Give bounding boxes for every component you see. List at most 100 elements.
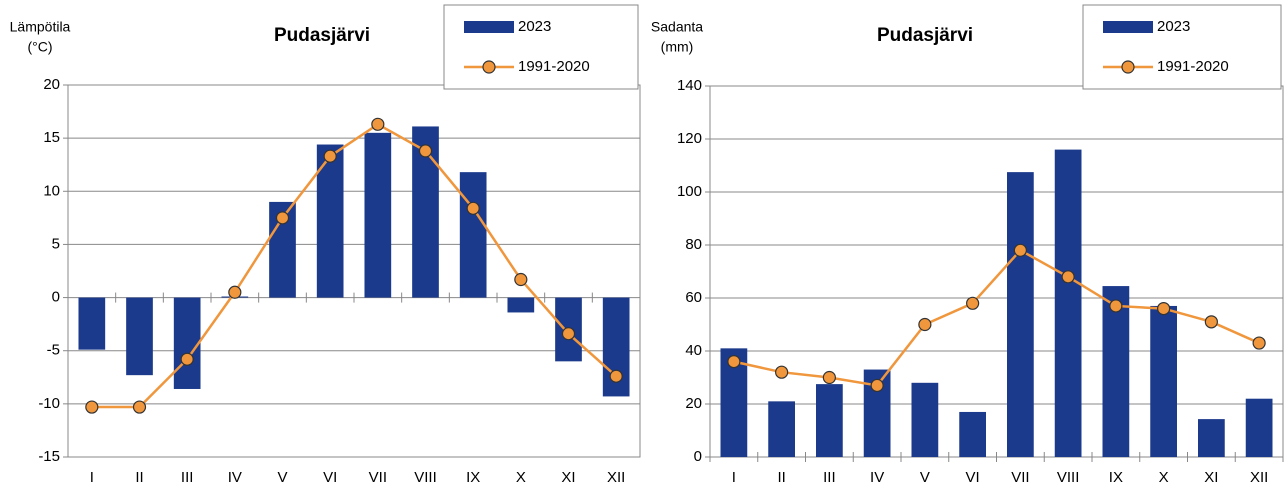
- marker: [609, 369, 623, 383]
- legend-label: 1991-2020: [1157, 58, 1229, 75]
- marker: [466, 201, 480, 215]
- y-axis-label: (mm): [661, 39, 694, 55]
- x-tick-label: II: [777, 469, 785, 486]
- bar: [507, 297, 535, 313]
- x-tick-label: XII: [1250, 469, 1268, 486]
- x-tick-label: VIII: [1057, 469, 1080, 486]
- x-tick-label: I: [90, 469, 94, 486]
- x-tick-label: XII: [607, 469, 625, 486]
- bar: [364, 132, 392, 298]
- y-tick-label: 10: [43, 182, 60, 199]
- bar: [173, 297, 201, 389]
- marker: [561, 327, 576, 341]
- marker: [727, 355, 741, 369]
- bar: [959, 411, 986, 457]
- y-tick-label: 120: [677, 130, 702, 147]
- y-axis-label: (°C): [27, 39, 52, 55]
- x-tick-label: IV: [228, 469, 242, 486]
- y-axis-label: Lämpötila: [10, 19, 71, 35]
- legend-swatch: [464, 21, 514, 33]
- bar: [816, 384, 843, 457]
- chart-title: Pudasjärvi: [877, 25, 973, 46]
- y-tick-label: 140: [677, 77, 702, 94]
- x-tick-label: VII: [369, 469, 387, 486]
- marker: [918, 317, 932, 332]
- marker: [966, 296, 980, 310]
- x-tick-label: I: [732, 469, 736, 486]
- y-tick-label: 100: [677, 183, 702, 200]
- plot-frame: [709, 85, 1284, 458]
- bar: [1054, 149, 1082, 457]
- legend-label: 2023: [518, 18, 551, 35]
- plot-frame: [67, 84, 641, 458]
- x-tick-label: IV: [870, 469, 884, 486]
- marker: [323, 149, 337, 163]
- x-tick-label: VI: [323, 469, 337, 486]
- marker: [371, 117, 385, 131]
- x-tick-label: V: [277, 469, 287, 486]
- y-tick-label: 40: [685, 342, 702, 359]
- line: [91, 122, 617, 409]
- marker: [870, 378, 884, 393]
- bar: [1007, 172, 1034, 457]
- x-tick-label: III: [181, 469, 194, 486]
- marker: [85, 400, 99, 414]
- y-tick-label: 20: [43, 76, 60, 93]
- chart-title: Pudasjärvi: [274, 25, 370, 46]
- bar: [768, 401, 795, 457]
- legend-box: [443, 4, 639, 90]
- marker: [1204, 315, 1218, 329]
- marker: [1013, 243, 1027, 257]
- marker: [1109, 299, 1123, 313]
- x-tick-label: II: [135, 469, 143, 486]
- y-tick-label: 15: [43, 129, 60, 146]
- marker: [1157, 302, 1171, 316]
- legend-swatch: [1103, 21, 1153, 33]
- bar: [459, 172, 487, 298]
- marker: [514, 272, 528, 287]
- marker: [132, 400, 147, 414]
- y-tick-label: -15: [38, 448, 60, 465]
- bar: [1198, 419, 1225, 457]
- marker: [228, 285, 242, 299]
- bar: [1245, 398, 1273, 457]
- bar: [316, 144, 344, 298]
- bar: [1102, 286, 1130, 457]
- marker: [1252, 336, 1266, 350]
- x-tick-label: IX: [1109, 469, 1123, 486]
- x-tick-label: XI: [1204, 469, 1218, 486]
- marker: [775, 365, 789, 379]
- bar: [126, 297, 153, 376]
- y-tick-label: -5: [47, 342, 60, 359]
- line: [733, 248, 1260, 387]
- y-tick-label: 0: [52, 289, 60, 306]
- legend-label: 2023: [1157, 18, 1190, 35]
- legend-marker: [482, 60, 496, 74]
- marker: [1061, 270, 1075, 284]
- x-tick-label: VII: [1011, 469, 1029, 486]
- x-tick-label: X: [1159, 469, 1169, 486]
- x-tick-label: XI: [561, 469, 575, 486]
- bar: [78, 297, 106, 350]
- marker: [822, 370, 836, 385]
- bar: [911, 382, 939, 457]
- bar: [1150, 305, 1177, 457]
- x-tick-label: VIII: [414, 469, 437, 486]
- marker: [275, 211, 290, 225]
- marker: [418, 144, 433, 158]
- legend-label: 1991-2020: [518, 58, 590, 75]
- y-tick-label: 60: [685, 289, 702, 306]
- y-axis-label: Sadanta: [651, 19, 703, 35]
- x-tick-label: IX: [466, 469, 480, 486]
- y-tick-label: -10: [38, 395, 60, 412]
- x-tick-label: X: [516, 469, 526, 486]
- legend-box: [1082, 4, 1282, 90]
- legend-marker: [1121, 60, 1135, 74]
- marker: [180, 352, 194, 366]
- x-tick-label: V: [920, 469, 930, 486]
- x-tick-label: III: [823, 469, 836, 486]
- y-tick-label: 5: [52, 235, 60, 252]
- y-tick-label: 20: [685, 395, 702, 412]
- y-tick-label: 0: [694, 448, 702, 465]
